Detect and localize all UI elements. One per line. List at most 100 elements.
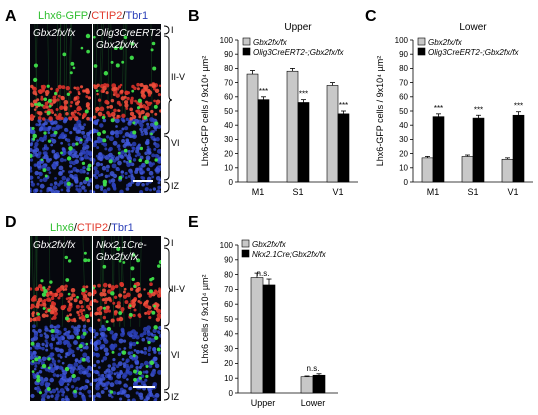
bar	[502, 159, 513, 182]
x-tick-label: S1	[467, 187, 478, 197]
bar	[338, 114, 349, 182]
legend-swatch	[418, 48, 425, 55]
layer-label-iz: IZ	[171, 392, 179, 402]
panel-label-d: D	[5, 214, 17, 232]
y-tick-label: 10	[224, 374, 233, 383]
significance-label: ***	[339, 101, 348, 110]
legend-swatch	[242, 250, 249, 257]
bar	[251, 278, 263, 393]
panel-d-stain-title: Lhx6/CTIP2/Tbr1	[50, 222, 134, 234]
bar	[513, 115, 524, 182]
y-tick-label: 10	[399, 164, 408, 173]
bar	[433, 117, 444, 182]
y-axis-label: Lhx6 cells / 9x10⁴ µm²	[200, 274, 210, 363]
stain-ctip2-label: CTIP2	[91, 10, 122, 22]
significance-label: ***	[434, 104, 443, 113]
legend-swatch	[242, 240, 249, 247]
genotype-label-mutant-line2: Gbx2fx/fx	[96, 40, 138, 51]
micrograph-d-mutant: Nkx2.1Cre- Gbx2fx/fx	[93, 236, 161, 401]
x-tick-label: S1	[292, 187, 303, 197]
y-tick-label: 20	[224, 149, 233, 158]
genotype-label-mutant-line1: Nkx2.1Cre-	[96, 240, 147, 251]
y-tick-label: 10	[224, 164, 233, 173]
x-tick-label: Upper	[251, 398, 276, 408]
chart-title: Lower	[459, 22, 487, 33]
panel-a-stain-title: Lhx6-GFP/CTIP2/Tbr1	[38, 10, 148, 22]
bar	[263, 285, 275, 393]
significance-label: ***	[514, 102, 523, 111]
stain-lhx6-label: Lhx6	[50, 222, 74, 234]
y-tick-label: 70	[224, 285, 233, 294]
y-tick-label: 60	[224, 300, 233, 309]
x-tick-label: V1	[332, 187, 343, 197]
bar	[258, 100, 269, 182]
significance-label: ***	[259, 87, 268, 96]
y-tick-label: 80	[224, 64, 233, 73]
y-tick-label: 70	[399, 78, 408, 87]
legend-entry: Gbx2fx/fx	[428, 38, 463, 47]
y-tick-label: 90	[399, 50, 408, 59]
layer-label-ii-v: II-V	[171, 72, 185, 82]
bar	[301, 377, 313, 393]
legend-entry: Olig3CreERT2-;Gbx2fx/fx	[428, 48, 520, 57]
y-tick-label: 80	[224, 270, 233, 279]
significance-label: n.s.	[257, 269, 270, 278]
legend-swatch	[243, 48, 250, 55]
bar	[313, 375, 325, 393]
legend-entry: Nkx2.1Cre;Gbx2fx/fx	[252, 250, 327, 259]
y-tick-label: 40	[224, 330, 233, 339]
y-tick-label: 100	[220, 36, 234, 45]
layer-label-ii-v: II-V	[171, 284, 185, 294]
layer-brackets-d	[162, 236, 182, 406]
bar	[287, 71, 298, 182]
y-tick-label: 60	[224, 93, 233, 102]
y-tick-label: 70	[224, 78, 233, 87]
y-tick-label: 0	[404, 178, 409, 187]
x-tick-label: M1	[252, 187, 265, 197]
y-axis-label: Lhx6-GFP cells / 9x10⁴ µm²	[200, 56, 210, 166]
y-tick-label: 20	[399, 149, 408, 158]
significance-label: n.s.	[307, 364, 320, 373]
y-tick-label: 50	[224, 315, 233, 324]
genotype-label-control: Gbx2fx/fx	[33, 28, 75, 39]
y-tick-label: 30	[224, 135, 233, 144]
y-tick-label: 40	[399, 121, 408, 130]
legend-entry: Gbx2fx/fx	[253, 38, 288, 47]
significance-label: ***	[474, 105, 483, 114]
bar	[422, 158, 433, 182]
legend-swatch	[418, 38, 425, 45]
y-tick-label: 60	[399, 93, 408, 102]
y-tick-label: 90	[224, 50, 233, 59]
bar	[298, 102, 309, 182]
legend-entry: Olig3CreERT2-;Gbx2fx/fx	[253, 48, 345, 57]
micrograph-a-control: Gbx2fx/fx	[30, 24, 92, 193]
stain-tbr1-label: Tbr1	[125, 10, 148, 22]
genotype-label-control: Gbx2fx/fx	[33, 240, 75, 251]
panel-label-a: A	[5, 8, 17, 26]
chart-title: Upper	[284, 22, 312, 33]
bar	[247, 74, 258, 182]
genotype-label-mutant-line1: Olig3CreERT2-	[96, 28, 161, 39]
scale-bar	[133, 180, 153, 182]
micrograph-a-mutant: Olig3CreERT2- Gbx2fx/fx	[93, 24, 161, 193]
x-tick-label: Lower	[301, 398, 326, 408]
x-tick-label: V1	[507, 187, 518, 197]
y-tick-label: 50	[399, 107, 408, 116]
y-tick-label: 0	[229, 178, 234, 187]
significance-label: ***	[299, 90, 308, 99]
y-tick-label: 20	[224, 359, 233, 368]
y-tick-label: 80	[399, 64, 408, 73]
y-tick-label: 30	[399, 135, 408, 144]
scale-bar	[133, 386, 155, 388]
genotype-label-mutant-line2: Gbx2fx/fx	[96, 252, 138, 263]
legend-entry: Gbx2fx/fx	[252, 240, 287, 249]
stain-tbr1-label: Tbr1	[111, 222, 134, 234]
y-tick-label: 100	[395, 36, 409, 45]
micrograph-d-control: Gbx2fx/fx	[30, 236, 92, 401]
bar	[462, 156, 473, 182]
y-tick-label: 0	[229, 389, 234, 398]
y-tick-label: 100	[220, 241, 234, 250]
y-tick-label: 30	[224, 344, 233, 353]
